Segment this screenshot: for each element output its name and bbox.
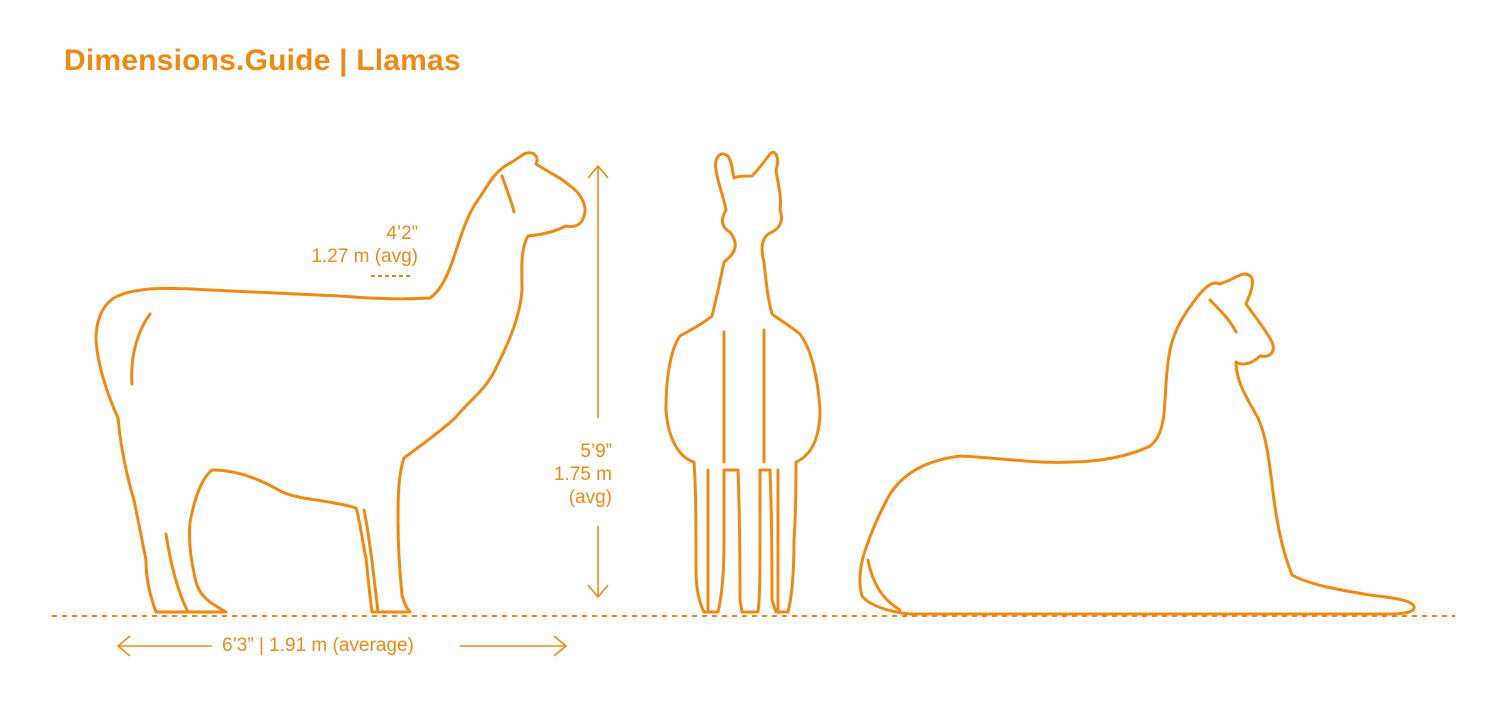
shoulder-height-imperial: 4’2” <box>386 223 418 244</box>
total-height-label: 5’9” 1.75 m (avg) <box>536 440 612 509</box>
llama-lying-view <box>858 272 1416 616</box>
total-height-imperial: 5’9” <box>580 441 612 462</box>
length-arrow <box>116 635 568 657</box>
llama-front-view <box>664 151 822 614</box>
shoulder-height-metric: 1.27 m (avg) <box>311 246 418 267</box>
llama-side-view <box>94 151 587 614</box>
shoulder-height-label: 4’2” 1.27 m (avg) <box>300 222 418 268</box>
total-height-metric: 1.75 m <box>553 464 612 485</box>
page-title: Dimensions.Guide | Llamas <box>64 44 461 77</box>
body-length-label: 6’3” | 1.91 m (average) <box>222 635 414 656</box>
height-arrow <box>587 164 609 599</box>
total-height-note: (avg) <box>568 487 612 508</box>
